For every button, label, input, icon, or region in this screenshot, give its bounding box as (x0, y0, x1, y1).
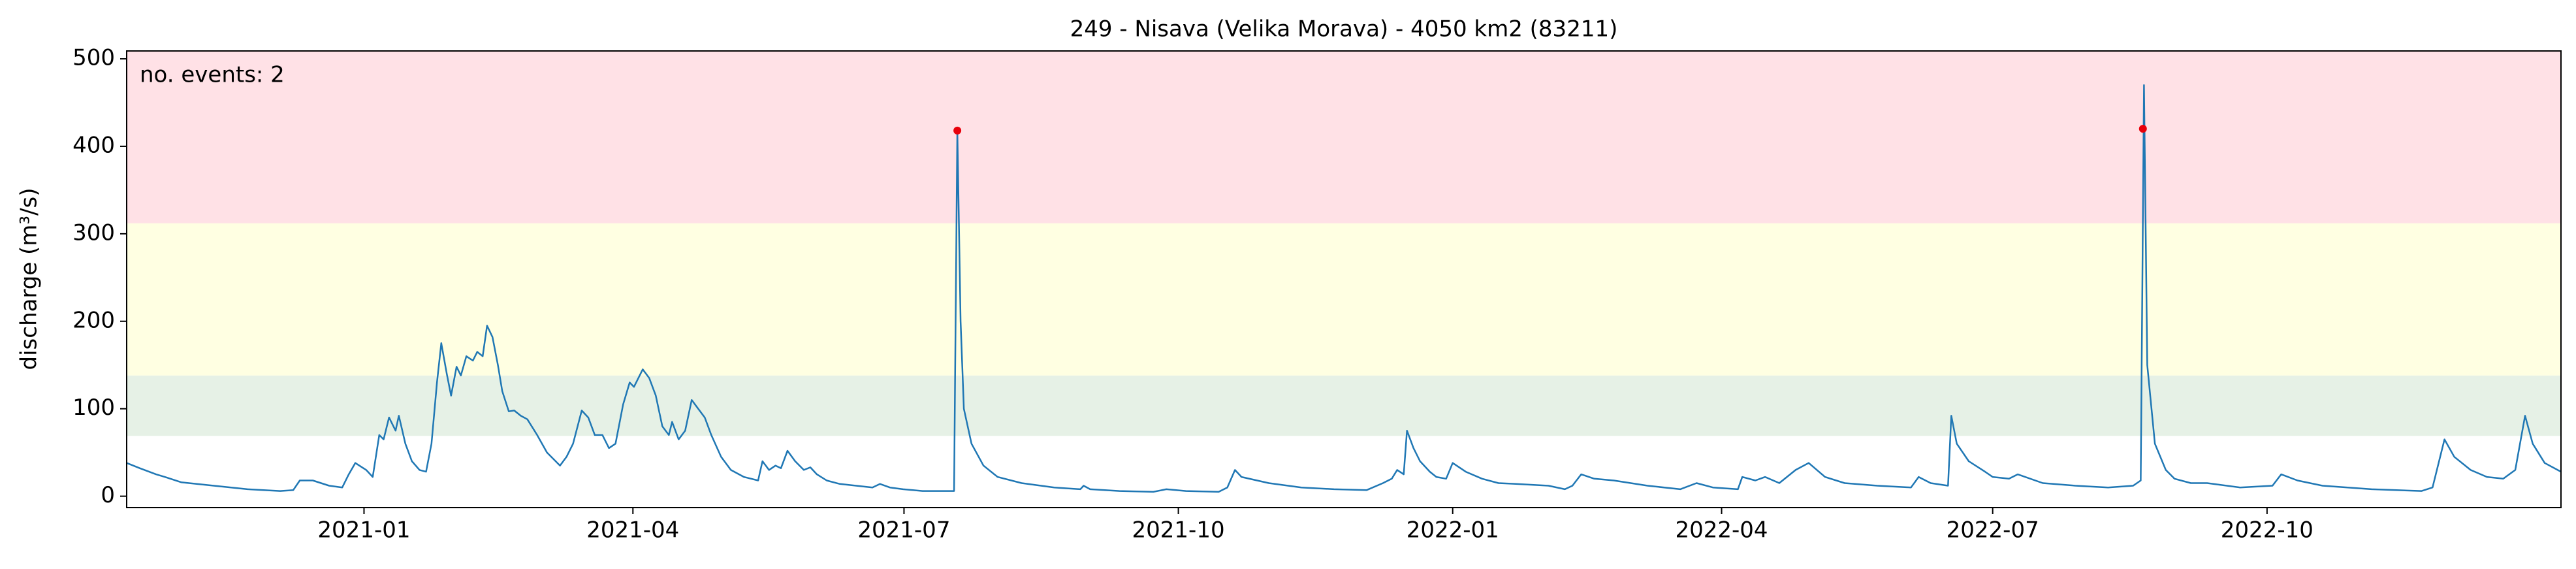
event-point (953, 126, 962, 135)
y-tick-label: 300 (72, 219, 115, 246)
chart-title: 249 - Nisava (Velika Morava) - 4050 km2 … (1070, 16, 1618, 42)
x-tick-label: 2021-07 (857, 517, 950, 544)
x-tick-label: 2021-04 (586, 517, 679, 544)
threshold-band (127, 223, 2561, 376)
x-tick-label: 2022-07 (1947, 517, 2039, 544)
y-tick-label: 100 (72, 395, 115, 421)
x-tick-label: 2022-04 (1676, 517, 1768, 544)
x-tick-label: 2022-10 (2221, 517, 2314, 544)
x-tick-label: 2021-10 (1132, 517, 1225, 544)
y-tick-label: 0 (101, 482, 115, 508)
event-point (2139, 125, 2147, 133)
annotation: no. events: 2 (140, 62, 285, 88)
y-tick-label: 200 (72, 307, 115, 333)
plot-frame (126, 50, 2562, 508)
x-tick-label: 2021-01 (317, 517, 410, 544)
threshold-band (127, 51, 2561, 223)
threshold-band (127, 375, 2561, 436)
y-tick-label: 500 (72, 45, 115, 71)
y-tick-label: 400 (72, 132, 115, 158)
discharge-line (126, 84, 2562, 493)
y-axis-label: discharge (m³/s) (16, 188, 42, 370)
x-tick-label: 2022-01 (1407, 517, 1499, 544)
